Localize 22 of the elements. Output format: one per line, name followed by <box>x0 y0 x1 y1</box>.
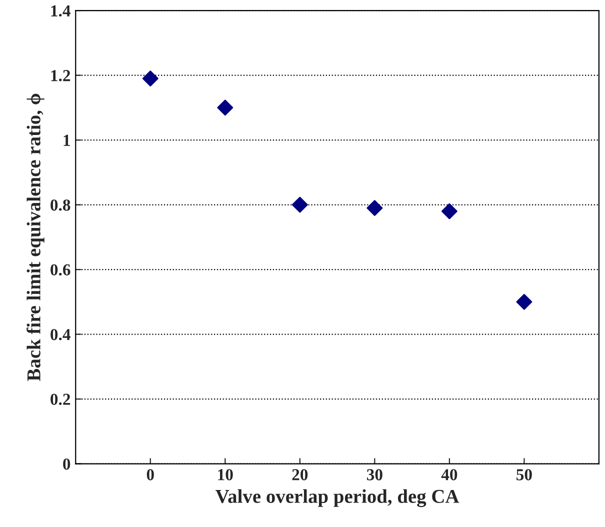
x-tick-label: 30 <box>366 469 382 480</box>
point <box>366 200 383 216</box>
y-tick-label: 0.2 <box>50 394 70 406</box>
y-tick-label: 0.4 <box>50 328 70 340</box>
y-axis-title: Back fire limit equivalence ratio, ϕ <box>26 94 44 381</box>
x-tick-label: 50 <box>516 469 532 480</box>
y-tick-label: 1.2 <box>51 70 70 82</box>
y-tick-label: 1.4 <box>51 5 70 17</box>
x-tick-label: 10 <box>218 469 233 480</box>
x-tick-label: 40 <box>441 469 458 480</box>
point <box>516 294 532 310</box>
point <box>292 196 308 213</box>
y-tick-label: 0.6 <box>50 264 70 276</box>
y-tick-label: 1 <box>64 134 70 146</box>
x-tick-label: 0 <box>146 469 154 480</box>
y-tick-label: 0 <box>63 458 70 470</box>
x-tick-label: 20 <box>292 469 308 480</box>
point <box>142 70 158 86</box>
x-axis-title: Valve overlap period, deg CA <box>216 489 460 508</box>
point <box>217 100 234 116</box>
point <box>441 203 458 220</box>
y-tick-label: 0.8 <box>50 199 70 211</box>
